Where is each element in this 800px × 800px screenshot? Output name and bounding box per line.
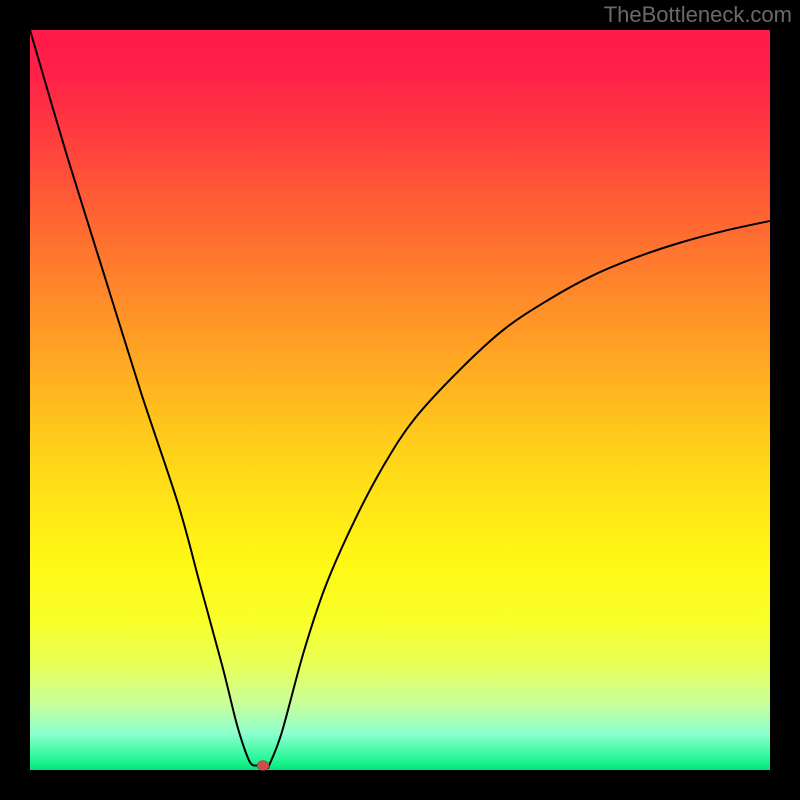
bottleneck-chart <box>0 0 800 800</box>
optimum-marker <box>257 761 269 771</box>
watermark-text: TheBottleneck.com <box>604 2 792 28</box>
chart-container: TheBottleneck.com <box>0 0 800 800</box>
plot-background <box>30 30 770 770</box>
